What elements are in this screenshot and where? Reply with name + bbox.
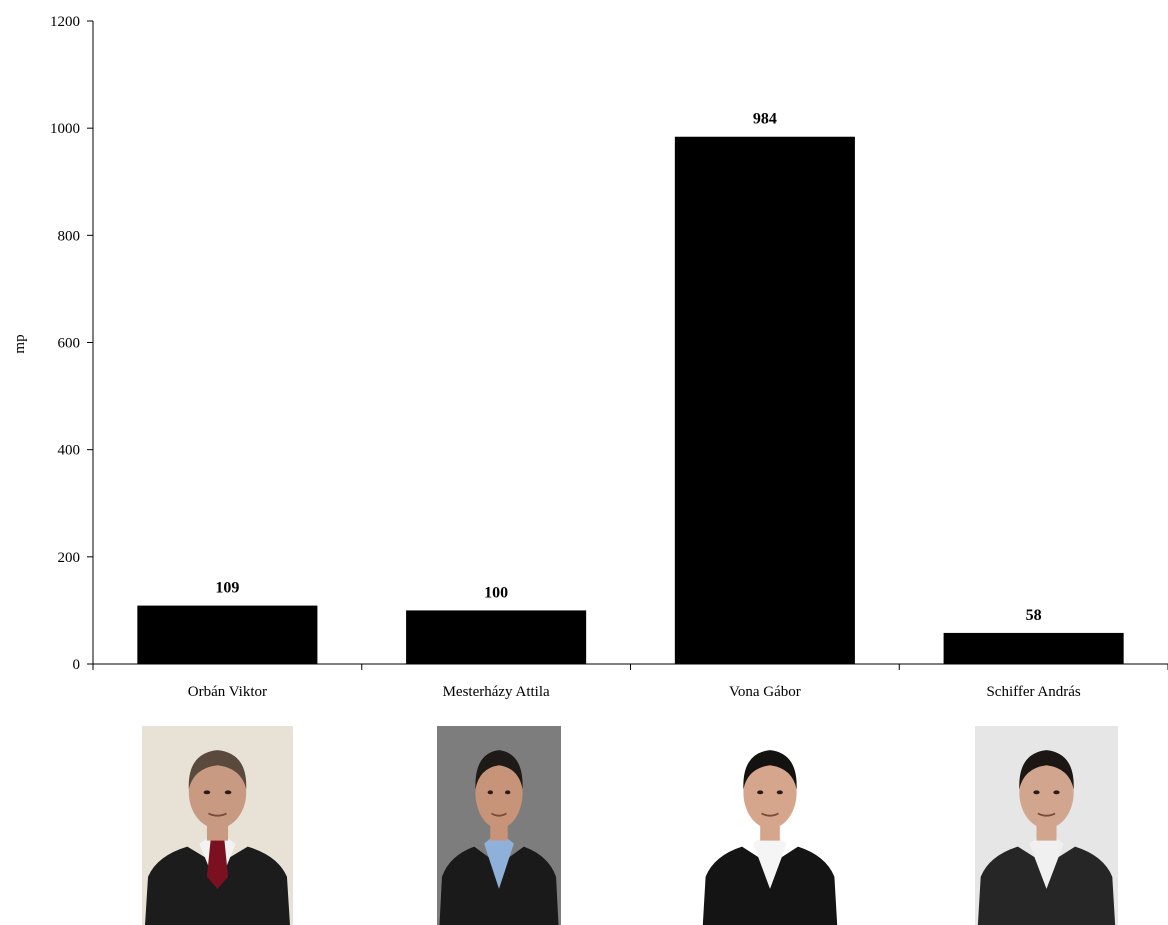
hair — [743, 750, 797, 790]
hair — [1019, 750, 1074, 790]
y-tick-label: 1200 — [50, 14, 80, 30]
data-label-orban-viktor: 109 — [215, 580, 239, 597]
face — [475, 756, 523, 829]
y-tick-label: 200 — [58, 550, 81, 566]
data-label-schiffer-andras: 58 — [1026, 607, 1042, 624]
bar-vona-gabor — [674, 136, 855, 665]
y-tick-label: 400 — [58, 443, 81, 459]
hair — [475, 750, 523, 790]
shirt-collar — [484, 837, 514, 889]
portrait-photo-schiffer-andras — [975, 726, 1118, 925]
data-label-vona-gabor: 984 — [753, 111, 777, 128]
bar-orban-viktor — [137, 605, 318, 664]
bar-mesterhazy-attila — [406, 610, 587, 664]
hair — [188, 750, 247, 790]
y-tick-label: 1000 — [50, 121, 80, 137]
x-tick-label-mesterhazy-attila: Mesterházy Attila — [443, 684, 550, 700]
shirt-collar — [753, 837, 787, 889]
tie — [206, 831, 229, 889]
bar-schiffer-andras — [943, 632, 1124, 664]
face — [1019, 756, 1074, 829]
bars: 109 100 984 58 — [137, 111, 1124, 665]
portrait-photo-mesterhazy-attila — [437, 726, 561, 925]
face — [188, 756, 247, 829]
portrait-photo-vona-gabor — [700, 726, 840, 925]
y-tick-label: 600 — [58, 336, 81, 352]
portrait-photo-orban-viktor — [142, 726, 293, 925]
y-axis: 0 200 400 600 800 1000 1200 — [50, 14, 94, 673]
y-tick-label: 800 — [58, 228, 81, 244]
data-label-mesterhazy-attila: 100 — [484, 584, 508, 601]
y-tick-label: 0 — [73, 657, 81, 673]
shirt-collar — [1029, 837, 1064, 889]
x-tick-label-orban-viktor: Orbán Viktor — [188, 684, 267, 700]
face — [743, 756, 797, 829]
x-tick-label-schiffer-andras: Schiffer András — [986, 684, 1080, 700]
x-axis: Orbán Viktor Mesterházy Attila Vona Gábor S… — [92, 663, 1168, 700]
y-axis-title: mp — [12, 334, 28, 353]
x-tick-label-vona-gabor: Vona Gábor — [729, 684, 801, 700]
